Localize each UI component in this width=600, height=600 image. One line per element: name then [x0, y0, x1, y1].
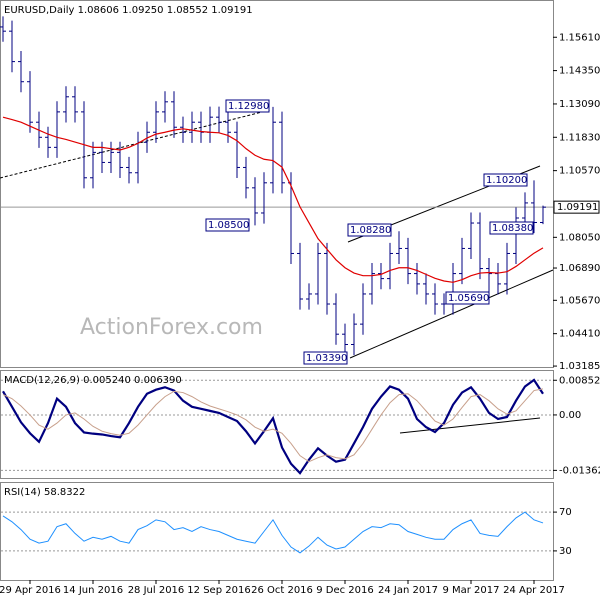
current-price-label: 1.09191 [557, 202, 598, 213]
annotation: 1.08280 [350, 225, 391, 236]
annotation: 1.08500 [208, 220, 249, 231]
header-value: 1.09250 [122, 5, 163, 16]
panel-header: RSI(14) 58.8322 [4, 487, 85, 498]
annotation-box [483, 173, 528, 187]
y-tick-label: 1.11830 [559, 132, 600, 143]
x-tick-label: 29 Apr 2016 [0, 585, 61, 596]
y-tick-label: 1.14350 [559, 66, 600, 77]
annotation-box [225, 99, 270, 113]
indicator-line [2, 378, 544, 475]
x-tick-label: 26 Oct 2016 [251, 585, 313, 596]
y-tick-label: -0.013624 [559, 465, 600, 476]
y-tick-label: 1.08050 [559, 232, 600, 243]
x-tick-label: 24 Jan 2017 [378, 585, 438, 596]
header-value: 1.08606 [78, 5, 119, 16]
annotation-box [205, 218, 250, 232]
y-tick-label: 1.15610 [559, 32, 600, 43]
y-tick-label: 1.10570 [559, 166, 600, 177]
x-tick-label: 24 Apr 2017 [503, 585, 565, 596]
panel-title: MACD(12,26,9) [4, 375, 80, 386]
annotation-box [303, 351, 348, 365]
header-value: 1.08552 [167, 5, 208, 16]
channel-lower [349, 269, 554, 359]
annotation-box [445, 291, 490, 305]
macd-trend-line [399, 417, 541, 434]
moving-average [2, 116, 544, 283]
y-tick-label: 0.00 [559, 410, 581, 421]
indicator-line [2, 388, 544, 463]
x-tick-label: 9 Mar 2017 [442, 585, 499, 596]
header-value: 1.09191 [211, 5, 252, 16]
trend-line [0, 109, 271, 179]
header-value: 0.006390 [134, 375, 182, 386]
y-tick-label: 1.13090 [559, 99, 600, 110]
annotation: 1.12980 [228, 101, 269, 112]
y-tick-label: 0.008521 [559, 375, 600, 386]
panel-header: EURUSD,Daily 1.08606 1.09250 1.08552 1.0… [4, 5, 253, 16]
price-panel [0, 0, 554, 368]
annotation: 1.03390 [306, 353, 347, 364]
indicator-line [2, 511, 544, 554]
x-tick-label: 12 Sep 2016 [187, 585, 250, 596]
panel-header: MACD(12,26,9) 0.005240 0.006390 [4, 375, 182, 386]
y-tick-label: 1.03185 [559, 361, 600, 372]
header-value: 58.8322 [44, 487, 85, 498]
annotation: 1.08380 [492, 223, 533, 234]
macd-panel [0, 370, 554, 479]
annotation-box [347, 223, 392, 237]
annotation: 1.10200 [486, 175, 527, 186]
y-tick-label: 1.06890 [559, 263, 600, 274]
panel-title: EURUSD,Daily [4, 5, 75, 16]
annotation-box [489, 221, 534, 235]
rsi-panel [0, 482, 554, 581]
header-value: 0.005240 [83, 375, 131, 386]
y-tick-label: 30 [559, 546, 572, 557]
y-tick-label: 70 [559, 507, 572, 518]
panel-title: RSI(14) [4, 487, 41, 498]
y-tick-label: 1.04410 [559, 329, 600, 340]
current-price-box [553, 200, 600, 214]
y-tick-label: 1.05670 [559, 295, 600, 306]
x-tick-label: 28 Jul 2016 [128, 585, 185, 596]
watermark: ActionForex.com [80, 315, 263, 340]
annotation: 1.05690 [448, 293, 489, 304]
x-tick-label: 14 Jun 2016 [63, 585, 123, 596]
x-tick-label: 9 Dec 2016 [316, 585, 374, 596]
